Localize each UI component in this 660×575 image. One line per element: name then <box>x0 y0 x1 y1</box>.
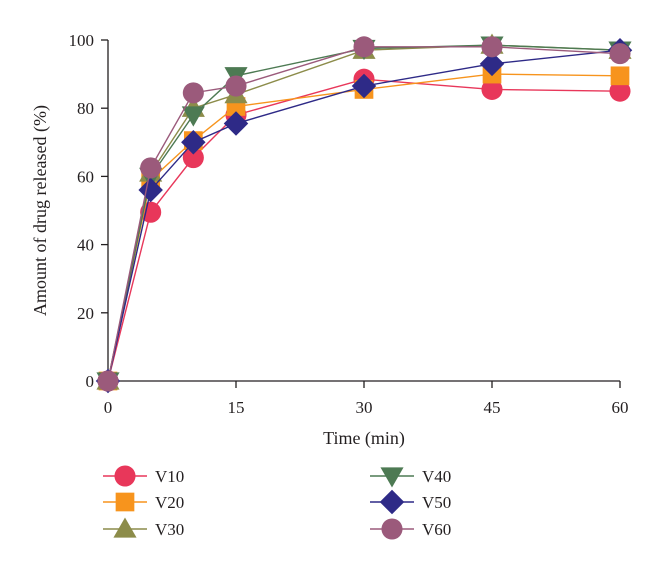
data-point <box>97 370 119 392</box>
x-tick-label: 30 <box>356 398 373 417</box>
legend-label: V60 <box>422 520 451 539</box>
legend-item: V50 <box>370 489 451 515</box>
legend-label: V20 <box>155 493 184 512</box>
legend-label: V30 <box>155 520 184 539</box>
legend-marker <box>115 492 135 512</box>
series-v50 <box>95 37 633 394</box>
y-axis-label: Amount of drug released (%) <box>30 105 51 316</box>
data-point <box>610 66 630 86</box>
legend-marker <box>380 467 404 488</box>
data-point <box>609 43 631 65</box>
y-tick-label: 80 <box>77 99 94 118</box>
series-line <box>107 78 621 382</box>
plot-series <box>95 33 633 394</box>
legend-item: V40 <box>370 467 451 488</box>
y-tick-label: 20 <box>77 304 94 323</box>
x-axis-label: Time (min) <box>323 428 405 449</box>
data-point <box>479 51 505 77</box>
series-v20 <box>98 64 630 391</box>
series-line <box>107 49 621 382</box>
data-point <box>351 73 377 99</box>
x-tick-label: 45 <box>484 398 501 417</box>
legend-item: V20 <box>103 492 184 512</box>
legend-label: V10 <box>155 467 184 486</box>
y-tick-label: 0 <box>86 372 95 391</box>
y-tick-label: 60 <box>77 167 94 186</box>
data-point <box>225 75 247 97</box>
series-v10 <box>97 68 631 392</box>
series-v60 <box>97 36 631 392</box>
x-tick-label: 60 <box>612 398 629 417</box>
data-point <box>182 82 204 104</box>
data-point <box>181 130 206 155</box>
legend-marker <box>379 489 405 515</box>
legend-marker <box>113 517 137 538</box>
data-point <box>223 111 249 136</box>
legend-label: V50 <box>422 493 451 512</box>
y-tick-label: 100 <box>69 31 95 50</box>
legend-item: V60 <box>370 518 451 540</box>
data-point <box>182 147 204 169</box>
y-ticks: 0 20 40 60 80 100 <box>69 31 108 391</box>
data-point <box>181 106 205 127</box>
data-point <box>609 80 631 102</box>
data-point <box>353 36 375 58</box>
data-point <box>138 177 163 203</box>
data-point <box>481 36 503 58</box>
legend-item: V10 <box>103 465 184 487</box>
legend-item: V30 <box>103 517 184 539</box>
legend: V10 V20 V30 V40 V50 V60 <box>103 465 451 540</box>
axes: 0 15 30 45 60 0 20 40 60 80 100 Time (min) Amount… <box>30 31 629 449</box>
legend-marker <box>114 465 136 487</box>
data-point <box>140 157 162 179</box>
y-tick-label: 40 <box>77 236 94 255</box>
x-tick-label: 0 <box>104 398 113 417</box>
legend-marker <box>381 518 403 540</box>
data-point <box>481 78 503 100</box>
x-tick-label: 15 <box>228 398 245 417</box>
x-ticks: 0 15 30 45 60 <box>104 381 629 417</box>
legend-label: V40 <box>422 467 451 486</box>
